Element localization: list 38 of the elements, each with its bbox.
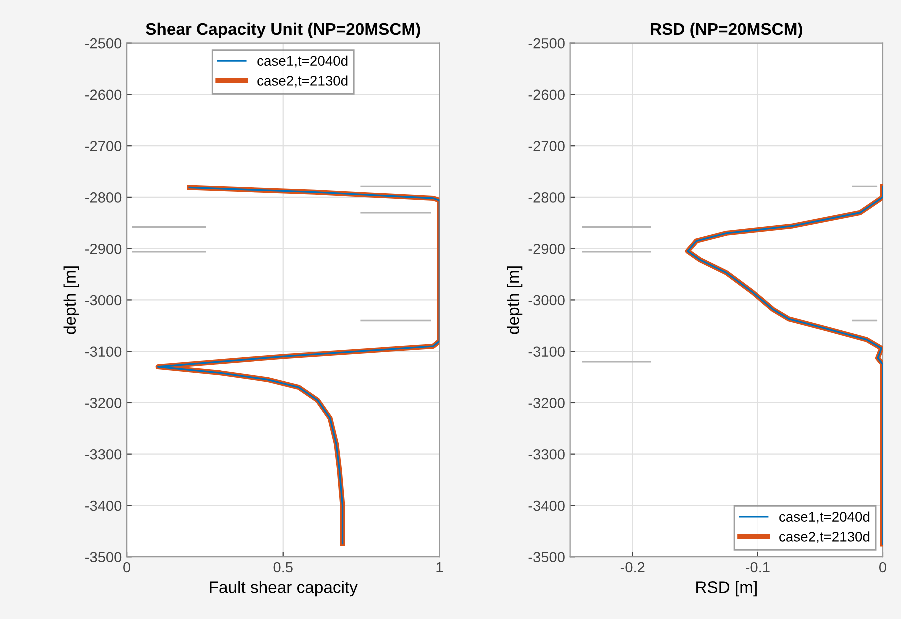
y-tick-label: -3200 bbox=[86, 398, 122, 408]
y-tick-label: -3400 bbox=[528, 500, 565, 512]
y-axis-title: depth [m] bbox=[64, 266, 80, 334]
chart-title: Shear Capacity Unit (NP=20MSCM) bbox=[146, 22, 420, 38]
y-tick-label: -3000 bbox=[86, 295, 122, 306]
y-tick-label: -2500 bbox=[86, 38, 122, 49]
y-tick-label: -3500 bbox=[528, 552, 565, 563]
y-tick-label: -3500 bbox=[86, 552, 122, 563]
y-tick-label: -2600 bbox=[528, 90, 565, 100]
y-tick-label: -2800 bbox=[528, 192, 565, 203]
y-tick-label: -3200 bbox=[528, 398, 565, 408]
y-tick-label: -2500 bbox=[528, 38, 565, 49]
y-tick-label: -3400 bbox=[86, 500, 122, 512]
y-tick-label: -2900 bbox=[86, 244, 122, 254]
y-tick-label: -2800 bbox=[86, 192, 122, 203]
legend-label: case1,t=2040d bbox=[258, 56, 348, 68]
y-tick-label: -2700 bbox=[86, 141, 122, 152]
x-tick-label: -0.2 bbox=[620, 562, 645, 573]
chart-title: RSD (NP=20MSCM) bbox=[651, 22, 802, 38]
y-tick-label: -3300 bbox=[528, 449, 565, 460]
y-tick-label: -3100 bbox=[86, 346, 122, 358]
legend-label: case2,t=2130d bbox=[780, 532, 870, 544]
x-tick-label: 0 bbox=[124, 562, 131, 573]
y-tick-label: -2900 bbox=[528, 244, 565, 254]
y-tick-label: -3100 bbox=[528, 346, 565, 358]
x-tick-label: -0.1 bbox=[746, 562, 770, 573]
x-axis-title: Fault shear capacity bbox=[210, 581, 358, 597]
x-tick-label: 1 bbox=[436, 562, 444, 573]
y-tick-label: -2700 bbox=[528, 141, 565, 152]
x-axis-title: RSD [m] bbox=[696, 581, 757, 597]
y-tick-label: -3300 bbox=[86, 449, 122, 460]
x-tick-label: 0 bbox=[879, 562, 886, 573]
legend-label: case1,t=2040d bbox=[780, 512, 870, 524]
legend-label: case2,t=2130d bbox=[258, 76, 348, 88]
y-tick-label: -3000 bbox=[528, 295, 565, 306]
y-axis-title: depth [m] bbox=[507, 266, 523, 334]
x-tick-label: 0.5 bbox=[274, 562, 293, 573]
y-tick-label: -2600 bbox=[86, 90, 122, 100]
